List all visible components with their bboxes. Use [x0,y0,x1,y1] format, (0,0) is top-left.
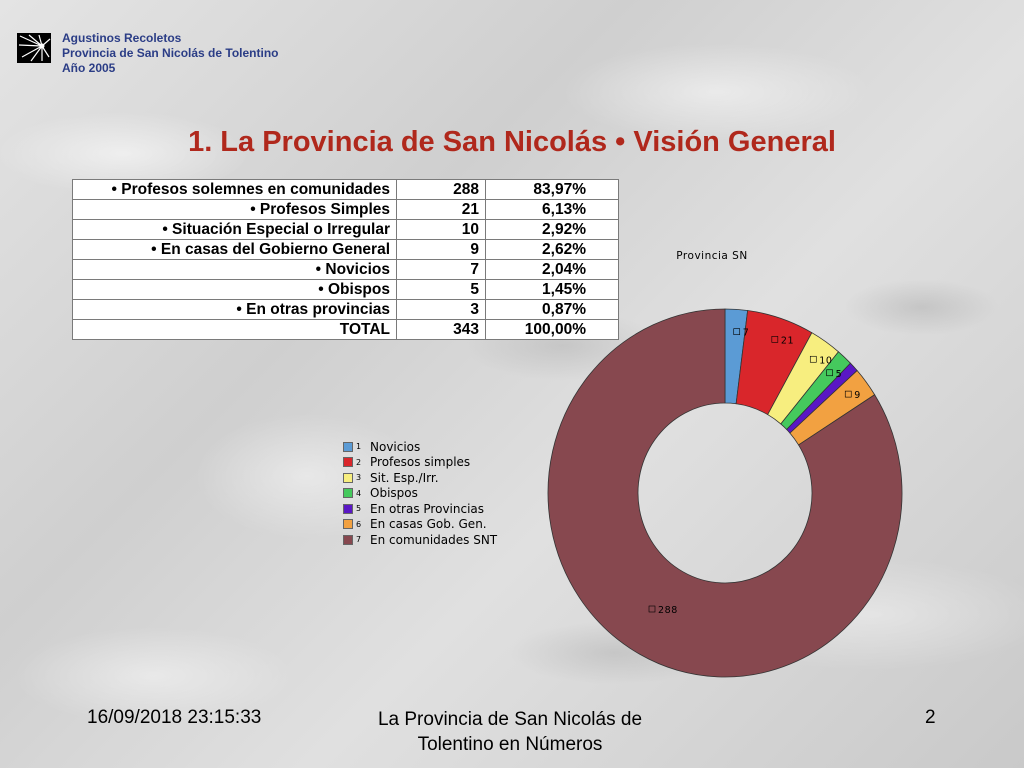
header-year: Año 2005 [62,61,116,75]
table-row: • En casas del Gobierno General 9 2,62% [72,239,619,260]
legend-label: Novicios [370,439,421,454]
data-label: 9 [854,390,861,401]
legend-number: 4 [356,488,362,498]
table-row: • Situación Especial o Irregular 10 2,92% [72,219,619,240]
table-row: • Novicios 7 2,04% [72,259,619,280]
data-label: 7 [743,328,750,339]
footer-date: 16/09/2018 23:15:33 [87,707,262,728]
legend-item: 5 En otras Provincias [343,501,497,517]
row-count: 3 [396,299,486,320]
row-count: 343 [396,319,486,340]
row-percent: 2,62% [485,239,619,260]
legend-label: Sit. Esp./Irr. [370,470,439,485]
legend-item: 2 Profesos simples [343,455,497,471]
legend-swatch [343,472,353,483]
legend-swatch [343,534,353,545]
doughnut-slice [735,310,813,416]
doughnut-slice [767,332,840,425]
chart-legend: 1 Novicios 2 Profesos simples 3 Sit. Esp./Irr… [343,439,497,548]
legend-number: 5 [356,504,362,514]
legend-item: 6 En casas Gob. Gen. [343,517,497,533]
legend-number: 6 [356,519,362,529]
page-number: 2 [925,707,936,728]
legend-item: 3 Sit. Esp./Irr. [343,470,497,486]
row-label: • Situación Especial o Irregular [72,219,397,240]
legend-item: 7 En comunidades SNT [343,532,497,548]
starburst-logo-icon [17,33,51,63]
legend-label: Profesos simples [370,455,471,470]
row-count: 9 [396,239,486,260]
data-label-marker [771,336,779,343]
legend-label: En casas Gob. Gen. [370,517,487,532]
data-label: 21 [781,335,794,346]
legend-number: 3 [356,473,362,483]
row-percent: 2,04% [485,259,619,280]
legend-swatch [343,503,353,514]
footer-title: La Provincia de San Nicolás de Tolentino… [377,709,643,755]
doughnut-slice [780,351,851,431]
row-percent: 1,45% [485,279,619,300]
data-label: 288 [658,605,678,616]
row-label: • En otras provincias [72,299,397,320]
row-count: 5 [396,279,486,300]
legend-swatch [343,519,353,530]
row-label: • Profesos solemnes en comunidades [72,179,397,200]
legend-label: En comunidades SNT [370,532,498,547]
legend-number: 1 [356,442,362,452]
data-label-marker [648,605,656,613]
row-percent: 2,92% [485,219,619,240]
header-province: Provincia de San Nicolás de Tolentino [62,46,279,60]
row-count: 7 [396,259,486,280]
legend-number: 7 [356,535,362,545]
legend-label: Obispos [370,486,418,501]
legend-item: 4 Obispos [343,486,497,502]
data-label-marker [733,328,741,335]
legend-label: En otras Provincias [370,501,485,516]
doughnut-slice [786,362,858,434]
legend-swatch [343,441,353,452]
row-percent: 100,00% [485,319,619,340]
row-label: • Profesos Simples [72,199,397,220]
summary-table: • Profesos solemnes en comunidades 288 83,… [72,179,619,340]
data-label-marker [844,390,852,398]
row-label: • Novicios [72,259,397,280]
row-percent: 6,13% [485,199,619,220]
table-row: • Profesos Simples 21 6,13% [72,199,619,220]
header-org: Agustinos Recoletos [62,31,182,45]
legend-item: 1 Novicios [343,439,497,455]
data-label-marker [826,369,833,377]
row-count: 288 [396,179,486,200]
table-row: • Obispos 5 1,45% [72,279,619,300]
table-row: • Profesos solemnes en comunidades 288 83,… [72,179,619,200]
row-percent: 83,97% [485,179,619,200]
doughnut-slice [724,308,749,405]
header-block: Agustinos Recoletos Provincia de San Nic… [62,31,279,76]
legend-number: 2 [356,457,362,467]
chart-title: Provincia SN [676,250,747,262]
row-count: 21 [396,199,486,220]
doughnut-slice [547,308,903,678]
data-label: 10 [819,355,832,366]
table-row: TOTAL 343 100,00% [72,319,619,340]
legend-swatch [343,457,353,468]
row-label: • Obispos [72,279,397,300]
data-label-marker [809,355,817,363]
legend-swatch [343,488,353,499]
row-percent: 0,87% [485,299,619,320]
table-row: • En otras provincias 3 0,87% [72,299,619,320]
doughnut-slice [789,369,876,446]
data-label: 5 [836,369,843,380]
row-label: • En casas del Gobierno General [72,239,397,260]
slide-title: 1. La Provincia de San Nicolás • Visión … [188,126,836,158]
row-count: 10 [396,219,486,240]
row-label: TOTAL [72,319,397,340]
